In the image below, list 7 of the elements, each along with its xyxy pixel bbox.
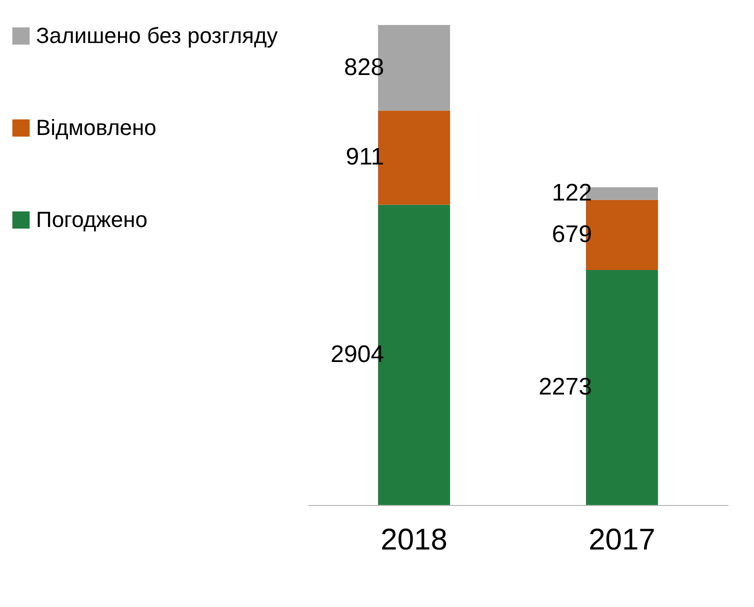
legend-label: Залишено без розгляду xyxy=(36,23,278,48)
legend-label: Відмовлено xyxy=(36,115,156,140)
x-tick-label: 2018 xyxy=(380,524,448,556)
data-label: 828 xyxy=(344,54,384,81)
x-tick-label: 2017 xyxy=(588,524,656,556)
legend-label: Погоджено xyxy=(36,207,148,232)
data-label: 122 xyxy=(552,180,592,207)
